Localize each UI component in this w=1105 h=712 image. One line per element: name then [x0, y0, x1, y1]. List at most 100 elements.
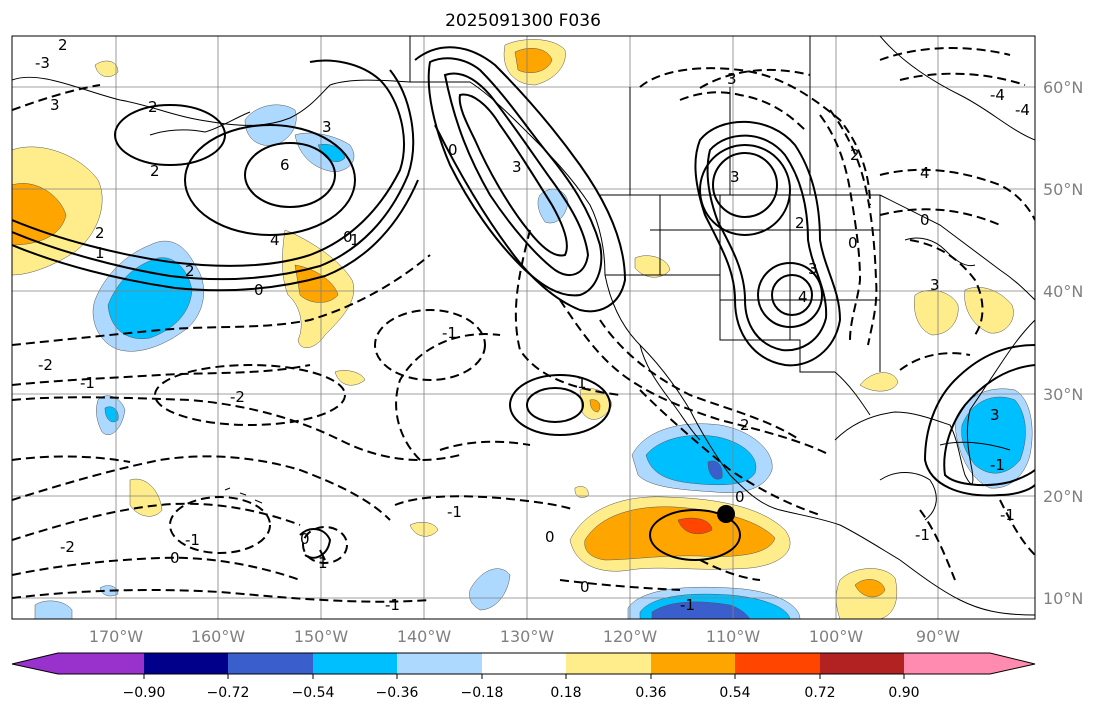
colorbar-segment: [58, 653, 144, 674]
contour-label: 2: [185, 262, 195, 280]
map-frame: [11, 35, 1036, 620]
contour-label: 0: [545, 528, 555, 546]
latitude-labels: 60°N 50°N 40°N 30°N 20°N 10°N: [1043, 78, 1083, 608]
contour-label: 0: [920, 211, 930, 229]
contour-label: 4: [798, 288, 808, 306]
contour-label: -1: [1000, 506, 1015, 524]
negative-contours: [12, 47, 1035, 603]
colorbar-segment: [651, 653, 735, 674]
lon-label: 130°W: [500, 627, 555, 646]
contour-label: -2: [230, 388, 245, 406]
colorbar-segment: [482, 653, 566, 674]
colorbar-tick-label: 0.18: [550, 685, 581, 701]
contour-label: -1: [990, 456, 1005, 474]
contour-label: 1: [577, 374, 587, 392]
lon-label: 120°W: [603, 627, 658, 646]
storm-center-marker: [717, 505, 735, 523]
contour-label: -2: [60, 538, 75, 556]
colorbar-low-extend: [12, 653, 58, 674]
colorbar-segment: [820, 653, 904, 674]
colorbar-segment: [397, 653, 482, 674]
contour-label: 3: [50, 96, 60, 114]
contour-label: 0: [848, 234, 858, 252]
contour-label: -3: [35, 54, 50, 72]
contour-label: 1: [95, 244, 105, 262]
contour-label: 2: [95, 224, 105, 242]
contour-label: -1: [185, 531, 200, 549]
contour-label: -1: [80, 374, 95, 392]
colorbar-tick-label: −0.90: [123, 685, 166, 701]
lat-label: 10°N: [1043, 589, 1083, 608]
contour-label: 6: [280, 156, 290, 174]
colorbar-segment: [144, 653, 228, 674]
contour-label: 3: [512, 158, 522, 176]
colorbar-tick-label: −0.72: [207, 685, 250, 701]
colorbar-tick-label: 0.90: [888, 685, 919, 701]
longitude-labels: 170°W 160°W 150°W 140°W 130°W 120°W 110°…: [89, 627, 960, 646]
contour-label: 3: [730, 168, 740, 186]
colorbar-segment: [735, 653, 820, 674]
lon-label: 90°W: [916, 627, 960, 646]
contour-label: 3: [808, 260, 818, 278]
contour-label: 4: [270, 231, 280, 249]
contour-label: 0: [300, 530, 310, 548]
contour-label: 3: [727, 70, 737, 88]
contour-labels: 2 2 3 2 6 3 4 2 1 0 2 1 0 0 3 3 3 2 2 3 …: [35, 36, 1030, 614]
contour-label: 1: [350, 231, 360, 249]
lon-label: 160°W: [191, 627, 246, 646]
colorbar-outline: [11, 652, 1036, 675]
contour-label: 0: [580, 578, 590, 596]
colorbar-tick-label: 0.54: [719, 685, 750, 701]
contour-label: -4: [1015, 101, 1030, 119]
lon-label: 150°W: [294, 627, 349, 646]
colorbar-tick-label: −0.54: [292, 685, 335, 701]
contour-label: 3: [930, 276, 940, 294]
colorbar-tick-label: −0.18: [461, 685, 504, 701]
lat-label: 40°N: [1043, 282, 1083, 301]
map-title: 2025091300 F036: [445, 11, 601, 31]
contour-label: 2: [850, 146, 860, 164]
lon-label: 170°W: [89, 627, 144, 646]
contour-label: 3: [990, 406, 1000, 424]
lat-label: 50°N: [1043, 180, 1083, 199]
contour-label: 2: [795, 214, 805, 232]
contour-label: -1: [447, 503, 462, 521]
contour-label: 0: [343, 228, 353, 246]
colorbar-tick-label: 0.72: [804, 685, 835, 701]
contour-label: 0: [170, 549, 180, 567]
lon-label: 110°W: [706, 627, 761, 646]
contour-label: 2: [58, 36, 68, 54]
contour-label: -1: [385, 596, 400, 614]
map-area: 2 2 3 2 6 3 4 2 1 0 2 1 0 0 3 3 3 2 2 3 …: [12, 36, 1035, 619]
lon-label: 140°W: [397, 627, 452, 646]
colorbar-segment: [904, 653, 990, 674]
lat-label: 60°N: [1043, 78, 1083, 97]
colorbar-tick-label: 0.36: [635, 685, 666, 701]
contour-label: -1: [915, 526, 930, 544]
contour-label: 0: [254, 281, 264, 299]
colorbar-segment: [313, 653, 397, 674]
colorbar: −0.90 −0.72 −0.54 −0.36 −0.18 0.18 0.36 …: [11, 652, 1036, 701]
contour-label: -1: [442, 324, 457, 342]
contour-label: 2: [150, 162, 160, 180]
contour-label: 0: [448, 141, 458, 159]
contour-label: 3: [322, 118, 332, 136]
lat-label: 30°N: [1043, 385, 1083, 404]
contour-label: -1: [680, 596, 695, 614]
contour-label: -4: [990, 86, 1005, 104]
lon-label: 100°W: [809, 627, 864, 646]
contour-label: -2: [38, 356, 53, 374]
contour-label: 2: [740, 416, 750, 434]
colorbar-tick-label: −0.36: [376, 685, 419, 701]
contour-label: 4: [920, 164, 930, 182]
colorbar-high-extend: [990, 653, 1035, 674]
lat-label: 20°N: [1043, 487, 1083, 506]
contour-label: 2: [148, 98, 158, 116]
contour-label: 1: [318, 554, 328, 572]
colorbar-segment: [566, 653, 651, 674]
graticule: [12, 36, 1035, 619]
positive-contours: [12, 46, 1035, 561]
colorbar-segment: [228, 653, 313, 674]
contour-label: 0: [735, 488, 745, 506]
